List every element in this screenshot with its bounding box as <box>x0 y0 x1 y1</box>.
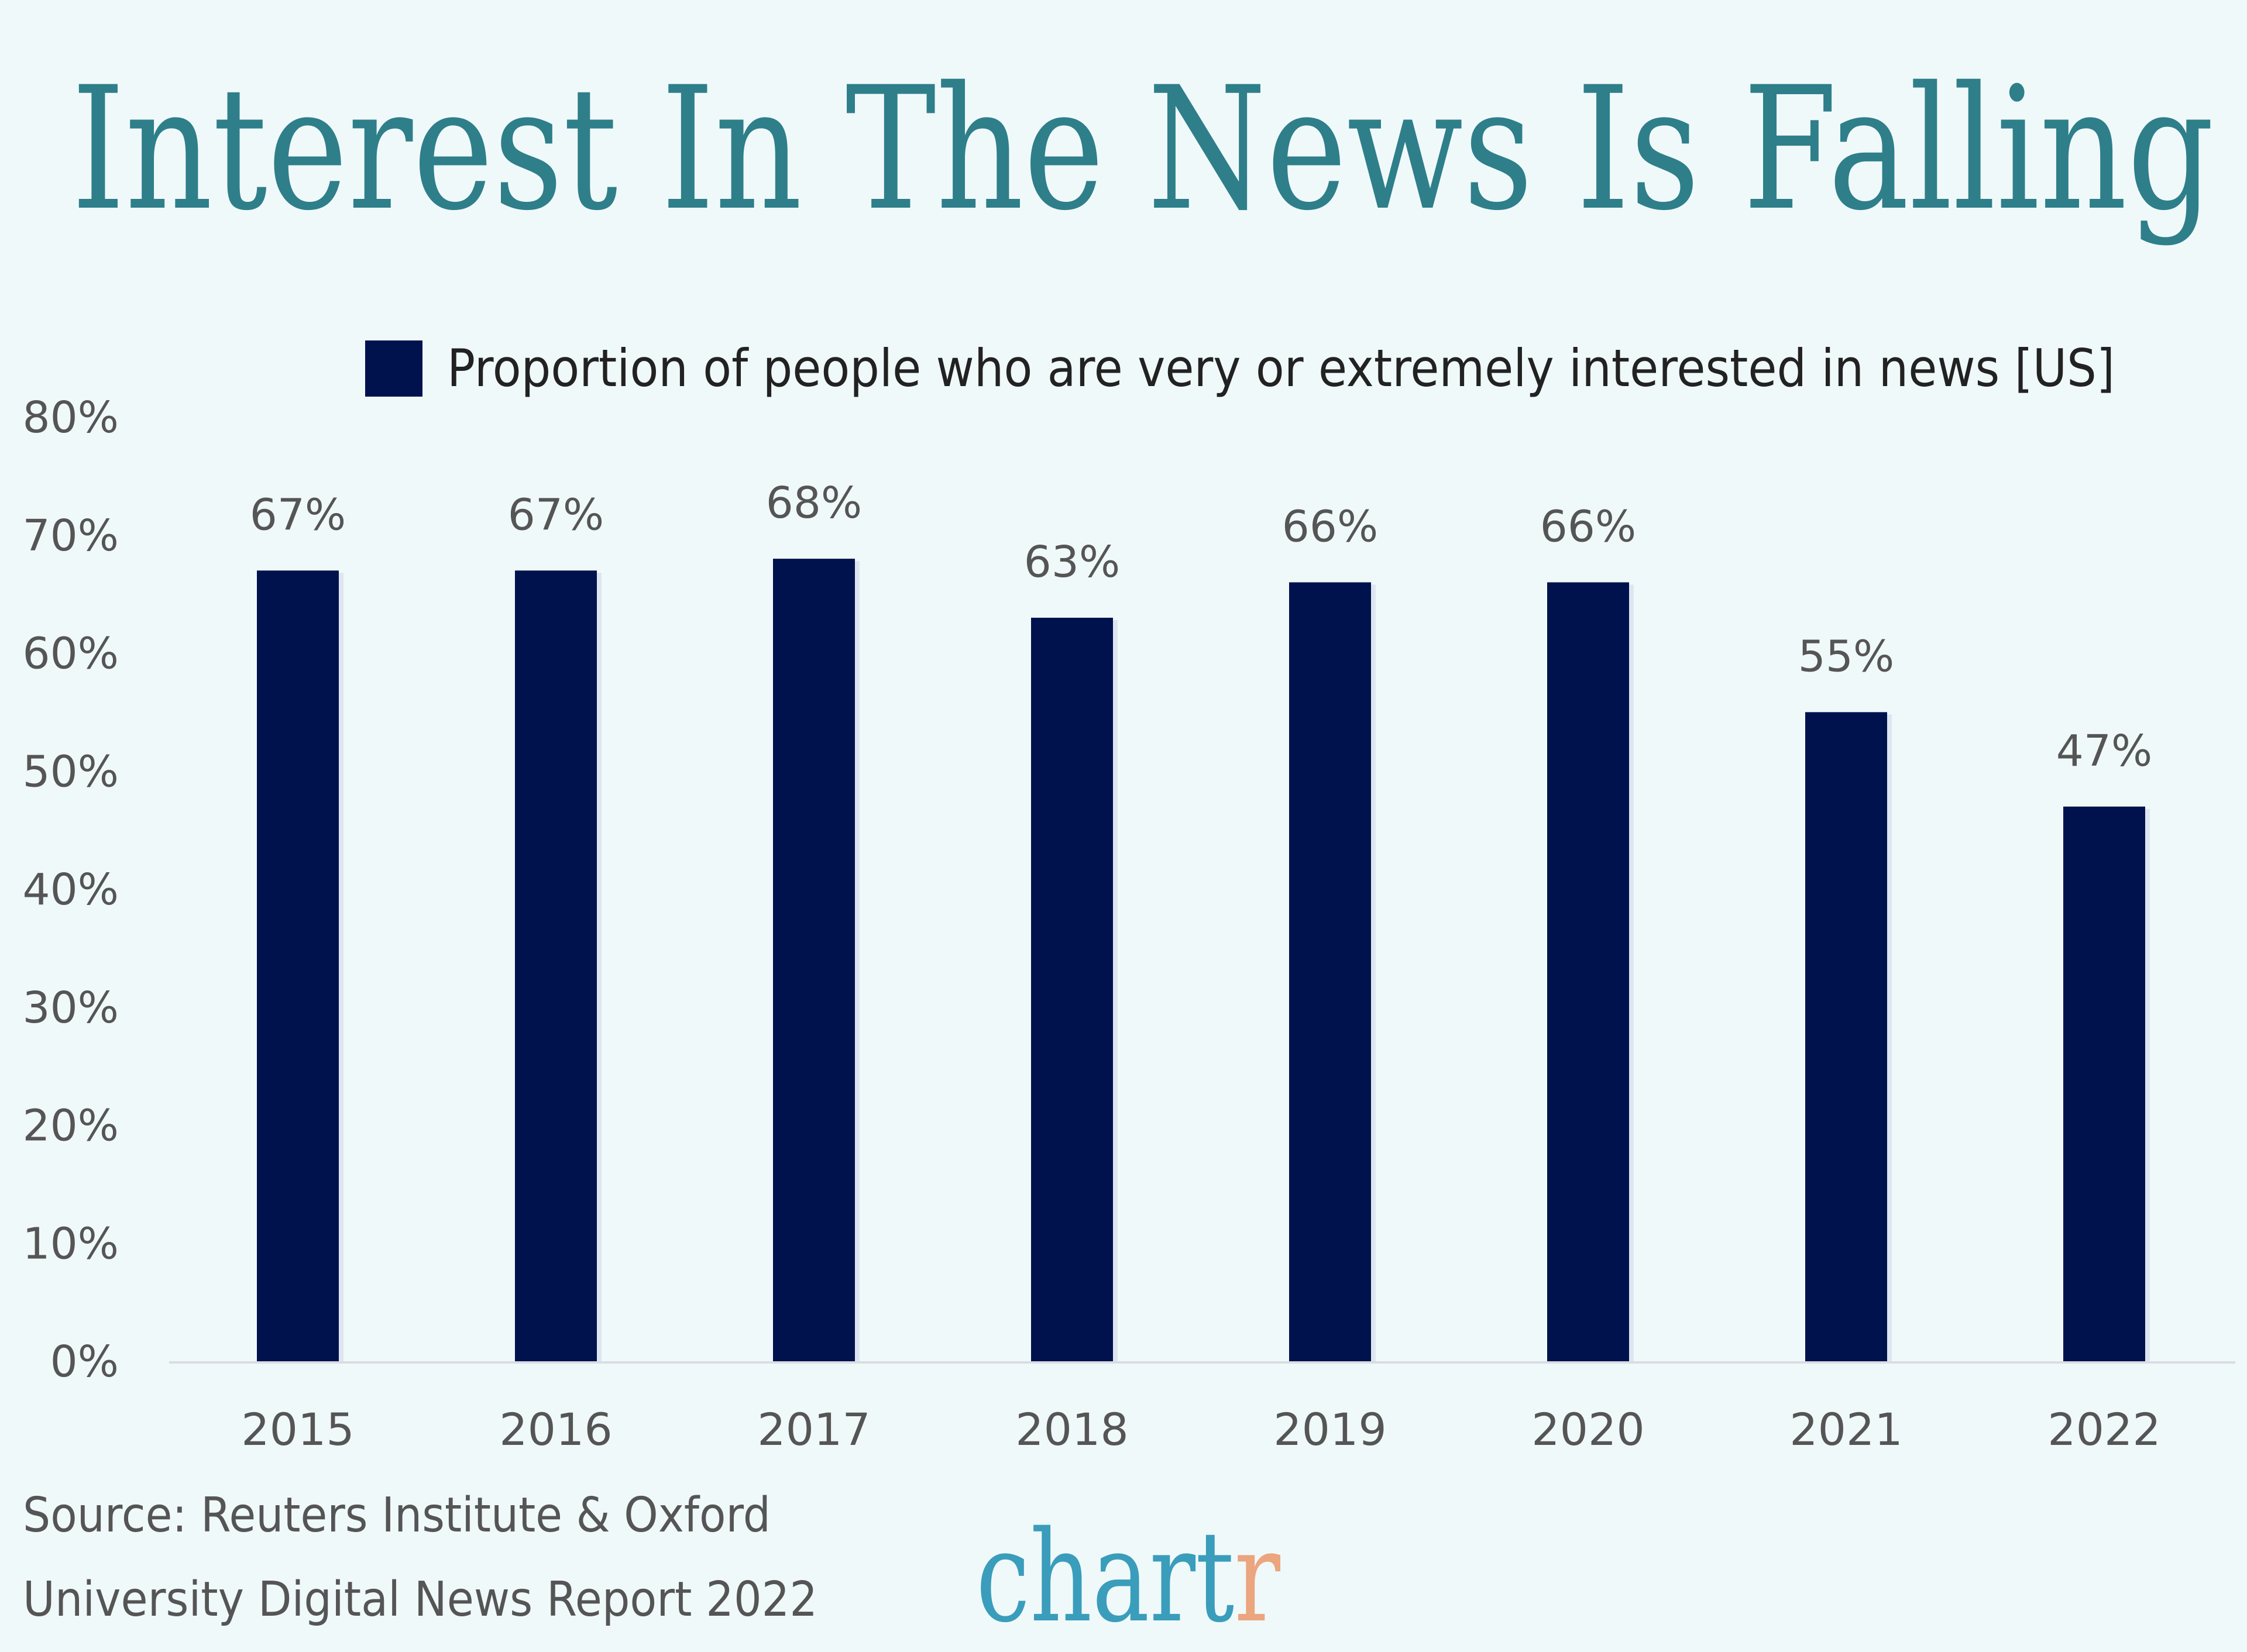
x-tick-label: 2019 <box>1273 1403 1386 1455</box>
logo-main: chart <box>976 1503 1234 1650</box>
bar <box>1031 617 1113 1361</box>
x-tick-label: 2016 <box>499 1403 612 1455</box>
data-label: 66% <box>1282 501 1378 552</box>
source-line-1: Source: Reuters Institute & Oxford <box>23 1488 771 1543</box>
bar <box>1547 582 1629 1362</box>
y-tick-label: 10% <box>23 1219 119 1269</box>
x-tick-label: 2017 <box>757 1403 870 1455</box>
bar <box>773 559 855 1361</box>
legend-label: Proportion of people who are very or ext… <box>447 338 2115 398</box>
y-tick-label: 80% <box>23 393 119 443</box>
data-label: 67% <box>250 490 346 540</box>
y-tick-label: 60% <box>23 629 119 679</box>
x-tick-label: 2015 <box>241 1403 354 1455</box>
x-tick-label: 2018 <box>1015 1403 1128 1455</box>
chartr-logo: chartr <box>976 1503 1280 1650</box>
data-label: 67% <box>508 490 604 540</box>
bar <box>2063 806 2145 1361</box>
y-tick-label: 20% <box>23 1101 119 1151</box>
bar <box>1289 582 1371 1362</box>
data-label: 66% <box>1540 501 1636 552</box>
y-tick-label: 40% <box>23 865 119 915</box>
data-label: 47% <box>2056 726 2152 776</box>
data-label: 68% <box>766 478 862 528</box>
data-label: 55% <box>1798 631 1894 682</box>
x-tick-label: 2021 <box>1789 1403 1902 1455</box>
y-tick-label: 30% <box>23 983 119 1033</box>
source-line-2: University Digital News Report 2022 <box>23 1572 817 1627</box>
bar <box>1805 712 1887 1361</box>
y-tick-label: 0% <box>50 1337 119 1387</box>
y-tick-label: 50% <box>23 746 119 797</box>
bar <box>257 570 339 1361</box>
bar <box>515 570 597 1361</box>
legend-swatch <box>365 340 422 397</box>
x-tick-label: 2020 <box>1531 1403 1644 1455</box>
y-tick-label: 70% <box>23 511 119 561</box>
chart-title: Interest In The News Is Falling <box>71 51 2214 248</box>
logo-accent: r <box>1234 1503 1280 1650</box>
x-tick-label: 2022 <box>2047 1403 2160 1455</box>
data-label: 63% <box>1024 537 1120 587</box>
